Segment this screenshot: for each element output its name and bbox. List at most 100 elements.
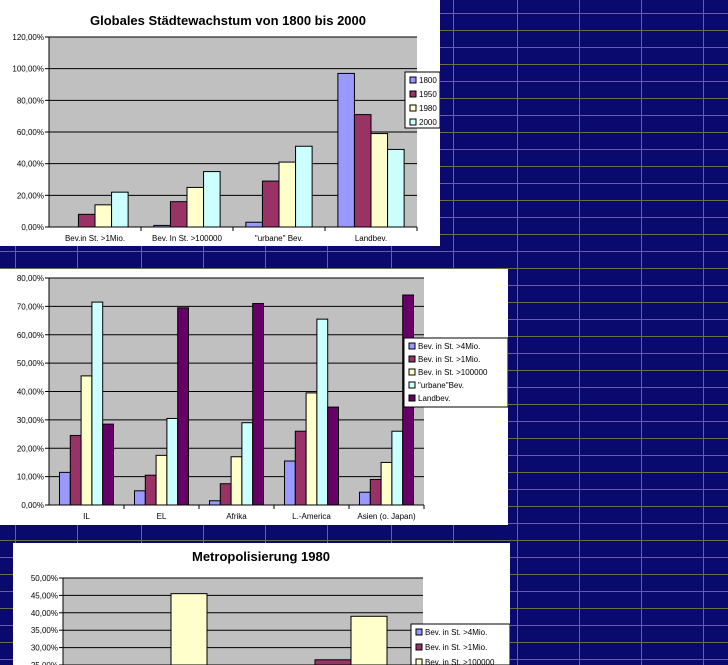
- legend-swatch: [415, 643, 423, 651]
- legend-label: Bev. in St. >4Mio.: [425, 628, 487, 637]
- bar: [177, 307, 189, 506]
- legend-swatch: [408, 368, 416, 376]
- legend-swatch: [408, 381, 416, 389]
- y-tick-label: 40,00%: [17, 160, 44, 169]
- bar: [350, 615, 388, 665]
- bar: [166, 417, 179, 506]
- y-tick-label: 70,00%: [17, 302, 44, 311]
- y-tick-label: 50,00%: [17, 359, 44, 368]
- bar: [186, 186, 205, 228]
- bar: [169, 201, 188, 228]
- y-tick-label: 80,00%: [17, 274, 44, 283]
- bar: [284, 460, 296, 506]
- chart-title: Globales Städtewachstum von 1800 bis 200…: [90, 13, 366, 28]
- bar: [327, 406, 340, 506]
- legend-swatch: [409, 104, 417, 112]
- y-tick-label: 60,00%: [17, 331, 44, 340]
- bar: [359, 491, 371, 506]
- bar: [380, 461, 393, 506]
- y-tick-label: 0,00%: [21, 501, 44, 510]
- chart-staedtewachstum[interactable]: Globales Städtewachstum von 1800 bis 200…: [0, 0, 440, 246]
- chart-title: Metropolisierung 1980: [192, 549, 330, 564]
- legend-label: 1950: [419, 90, 437, 99]
- bar: [209, 500, 221, 506]
- chart-regionen[interactable]: 0,00% 10,00% 20,00% 30,00% 40,00% 50,00% 60,00…: [0, 269, 508, 525]
- legend-label: Bev. in St. >1Mio.: [425, 643, 487, 652]
- bar: [370, 133, 389, 228]
- bar: [245, 221, 263, 228]
- x-tick-label: Asien (o. Japan): [357, 512, 416, 521]
- y-tick-label: 40,00%: [17, 388, 44, 397]
- bar: [337, 72, 355, 228]
- bar: [94, 204, 113, 228]
- bar: [391, 430, 404, 506]
- legend-label: 1980: [419, 104, 437, 113]
- legend-label: 1800: [419, 76, 437, 85]
- bar: [252, 303, 264, 506]
- legend: [403, 337, 508, 408]
- bar: [278, 161, 297, 228]
- y-tick-label: 30,00%: [17, 416, 44, 425]
- bar: [91, 301, 104, 506]
- x-tick-label: "urbane" Bev.: [255, 234, 303, 243]
- bar: [80, 375, 93, 506]
- legend-label: Bev. in St. >100000: [425, 658, 495, 665]
- x-tick-label: Bev. In St. >100000: [152, 234, 222, 243]
- bar: [295, 145, 313, 228]
- legend-swatch: [409, 76, 417, 84]
- y-tick-label: 35,00%: [31, 626, 58, 635]
- bar: [219, 483, 232, 506]
- bar: [203, 171, 221, 228]
- y-tick-label: 25,00%: [31, 661, 58, 665]
- x-tick-label: Landbev.: [355, 234, 387, 243]
- x-tick-label: EL: [157, 512, 167, 521]
- bar: [261, 180, 280, 228]
- bar: [316, 318, 329, 506]
- legend-swatch: [415, 658, 423, 665]
- x-tick-label: Bev.in St. >1Mio.: [65, 234, 125, 243]
- bar: [353, 114, 372, 228]
- legend-label: 2000: [419, 118, 437, 127]
- x-tick-label: Afrika: [226, 512, 247, 521]
- y-tick-label: 10,00%: [17, 473, 44, 482]
- bar: [294, 430, 307, 506]
- y-tick-label: 20,00%: [17, 444, 44, 453]
- bar: [59, 471, 71, 506]
- y-tick-label: 30,00%: [31, 644, 58, 653]
- y-tick-label: 0,00%: [21, 223, 44, 232]
- legend-swatch: [409, 90, 417, 98]
- legend: [410, 623, 510, 665]
- legend-swatch: [408, 355, 416, 363]
- bar: [153, 224, 171, 228]
- bar: [144, 474, 157, 506]
- x-tick-label: L.-America: [292, 512, 331, 521]
- y-tick-label: 50,00%: [31, 574, 58, 583]
- bar: [369, 478, 382, 506]
- y-tick-label: 60,00%: [17, 128, 44, 137]
- legend-label: Bev. in St. >100000: [418, 368, 488, 377]
- legend-swatch: [409, 118, 417, 126]
- legend-swatch: [415, 628, 423, 636]
- chart-metropolisierung-1980[interactable]: Metropolisierung 1980 25,00% 30,00% 35,00% 4…: [13, 543, 510, 665]
- legend-label: Bev. in St. >1Mio.: [418, 355, 480, 364]
- bar: [387, 148, 405, 228]
- bar: [305, 392, 318, 506]
- y-tick-label: 20,00%: [17, 191, 44, 200]
- bar: [134, 490, 146, 506]
- bar: [241, 422, 254, 506]
- legend-label: "urbane"Bev.: [418, 381, 464, 390]
- legend-label: Bev. in St. >4Mio.: [418, 342, 480, 351]
- bar: [111, 191, 129, 228]
- bar: [170, 593, 208, 665]
- bar: [230, 456, 243, 506]
- bar: [77, 213, 96, 228]
- bar: [102, 423, 114, 506]
- legend-swatch: [408, 342, 416, 350]
- y-tick-label: 40,00%: [31, 609, 58, 618]
- bar: [314, 659, 352, 665]
- x-tick-label: IL: [83, 512, 90, 521]
- legend-label: Landbev.: [418, 394, 450, 403]
- y-tick-label: 120,00%: [12, 33, 44, 42]
- y-tick-label: 80,00%: [17, 96, 44, 105]
- bar: [69, 434, 82, 506]
